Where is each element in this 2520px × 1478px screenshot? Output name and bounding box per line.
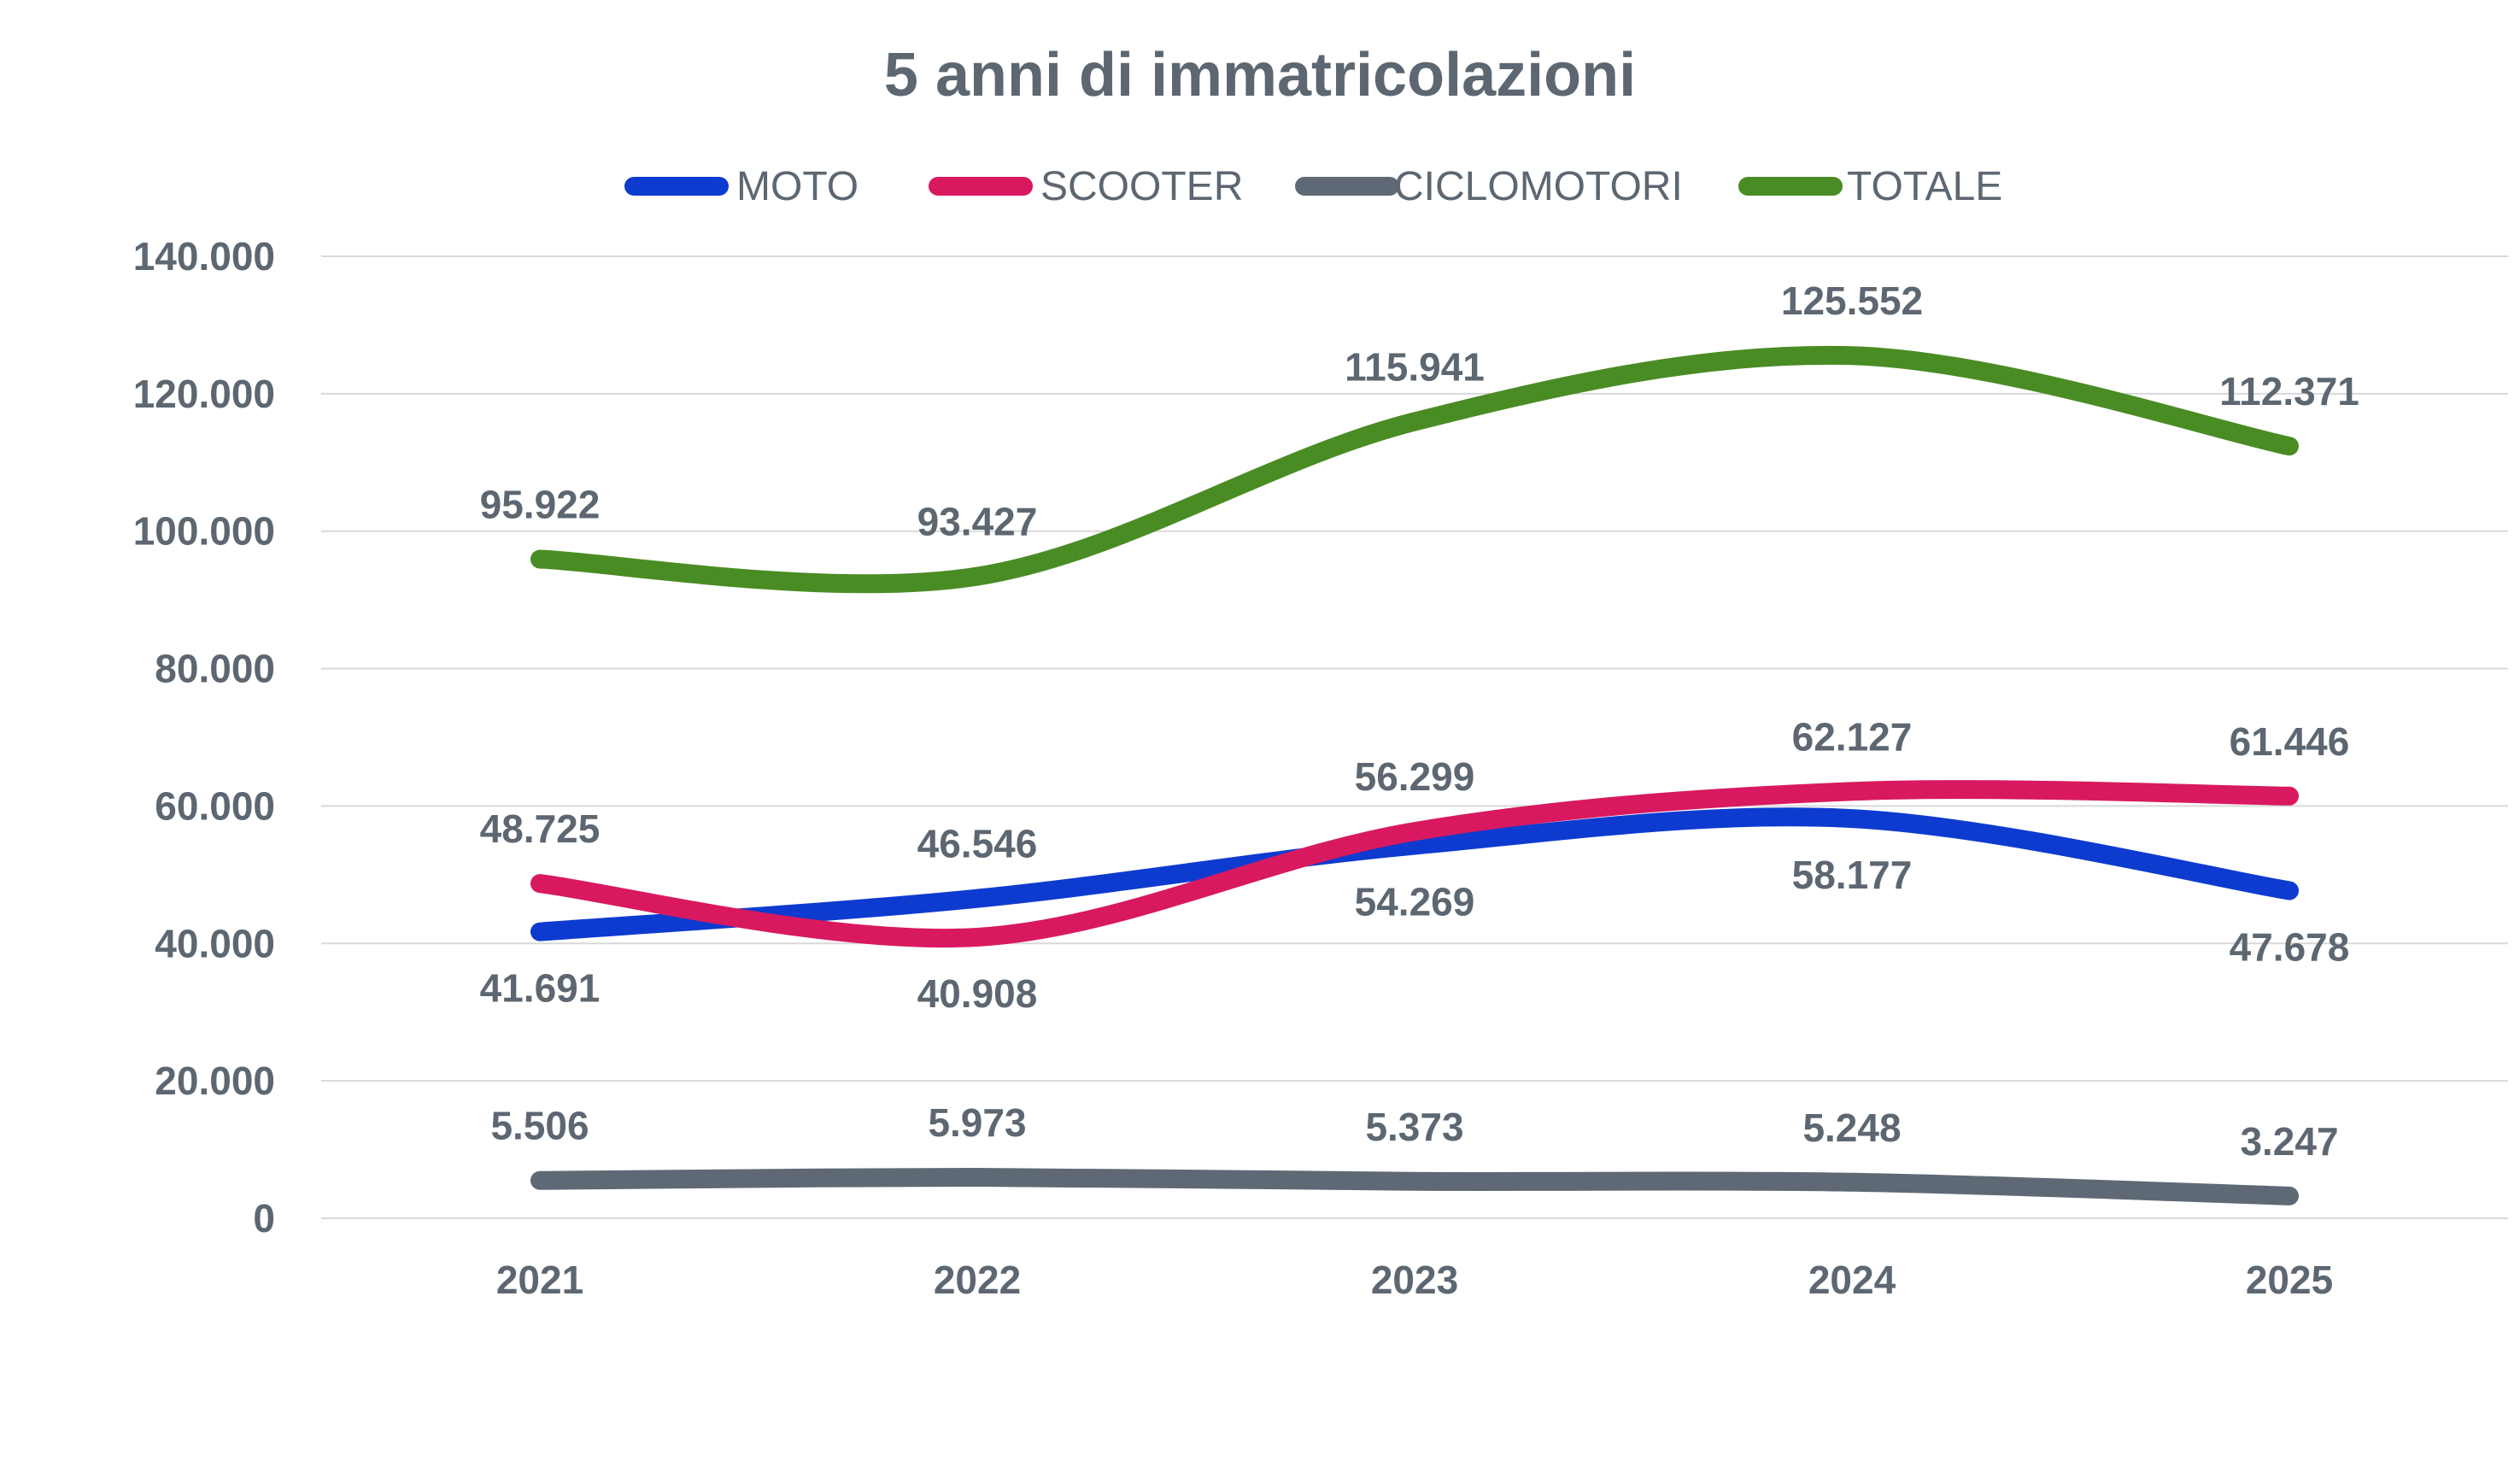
x-tick-label: 2023 xyxy=(1371,1258,1458,1302)
chart-title: 5 anni di immatricolazioni xyxy=(884,41,1636,109)
data-label-moto: 54.269 xyxy=(1355,880,1475,924)
y-tick-label: 80.000 xyxy=(155,647,275,691)
legend-label: MOTO xyxy=(736,164,859,209)
legend-label: SCOOTER xyxy=(1040,164,1243,209)
y-tick-label: 120.000 xyxy=(133,372,275,416)
data-label-totale: 112.371 xyxy=(2219,369,2359,413)
data-label-totale: 95.922 xyxy=(480,483,601,527)
y-tick-label: 20.000 xyxy=(155,1059,275,1103)
data-label-ciclomotori: 5.973 xyxy=(928,1100,1026,1145)
series-line-ciclomotori xyxy=(530,1167,2299,1205)
x-tick-label: 2025 xyxy=(2246,1258,2333,1302)
y-axis: 0 20.000 40.000 60.000 80.000 100.000 120.000 1… xyxy=(133,234,275,1240)
x-tick-label: 2021 xyxy=(496,1258,583,1302)
data-label-moto: 58.177 xyxy=(1792,853,1913,897)
data-label-scooter: 61.446 xyxy=(2230,719,2350,764)
legend-item-totale: TOTALE xyxy=(1738,164,2002,209)
y-tick-label: 140.000 xyxy=(133,234,275,279)
x-axis: 2021 2022 2023 2024 2025 xyxy=(496,1258,2333,1302)
data-label-ciclomotori: 5.248 xyxy=(1802,1106,1901,1150)
data-label-scooter: 56.299 xyxy=(1355,754,1475,799)
legend-item-moto: MOTO xyxy=(624,164,859,209)
x-tick-label: 2022 xyxy=(934,1258,1021,1302)
legend-label: TOTALE xyxy=(1847,164,2002,209)
data-label-scooter: 62.127 xyxy=(1792,714,1913,759)
legend-item-scooter: SCOOTER xyxy=(929,164,1243,209)
series-line-scooter xyxy=(530,780,2299,948)
data-label-ciclomotori: 3.247 xyxy=(2240,1119,2338,1164)
y-tick-label: 0 xyxy=(253,1196,275,1240)
legend-label: CICLOMOTORI xyxy=(1394,164,1683,209)
x-tick-label: 2024 xyxy=(1808,1258,1896,1302)
legend: MOTO SCOOTER CICLOMOTORI TOTALE xyxy=(624,164,2002,209)
data-label-totale: 93.427 xyxy=(917,500,1038,544)
y-tick-label: 100.000 xyxy=(133,509,275,554)
data-label-moto: 41.691 xyxy=(480,966,601,1011)
data-label-totale: 125.552 xyxy=(1781,279,1923,323)
data-labels: 41.691 46.546 54.269 58.177 47.678 48.725 40.9… xyxy=(480,279,2359,1164)
y-tick-label: 60.000 xyxy=(155,783,275,828)
gridlines xyxy=(321,255,2508,1219)
series-line-totale xyxy=(530,345,2299,594)
data-label-moto: 46.546 xyxy=(917,822,1038,866)
data-label-totale: 115.941 xyxy=(1345,345,1485,390)
series-lines xyxy=(530,345,2299,1205)
data-label-ciclomotori: 5.373 xyxy=(1365,1105,1463,1149)
y-tick-label: 40.000 xyxy=(155,921,275,965)
series-line-moto xyxy=(530,807,2299,941)
data-label-scooter: 40.908 xyxy=(917,971,1038,1016)
data-label-moto: 47.678 xyxy=(2230,925,2350,970)
data-label-ciclomotori: 5.506 xyxy=(490,1104,589,1148)
legend-item-ciclomotori: CICLOMOTORI xyxy=(1295,164,1683,209)
data-label-scooter: 48.725 xyxy=(480,806,601,851)
